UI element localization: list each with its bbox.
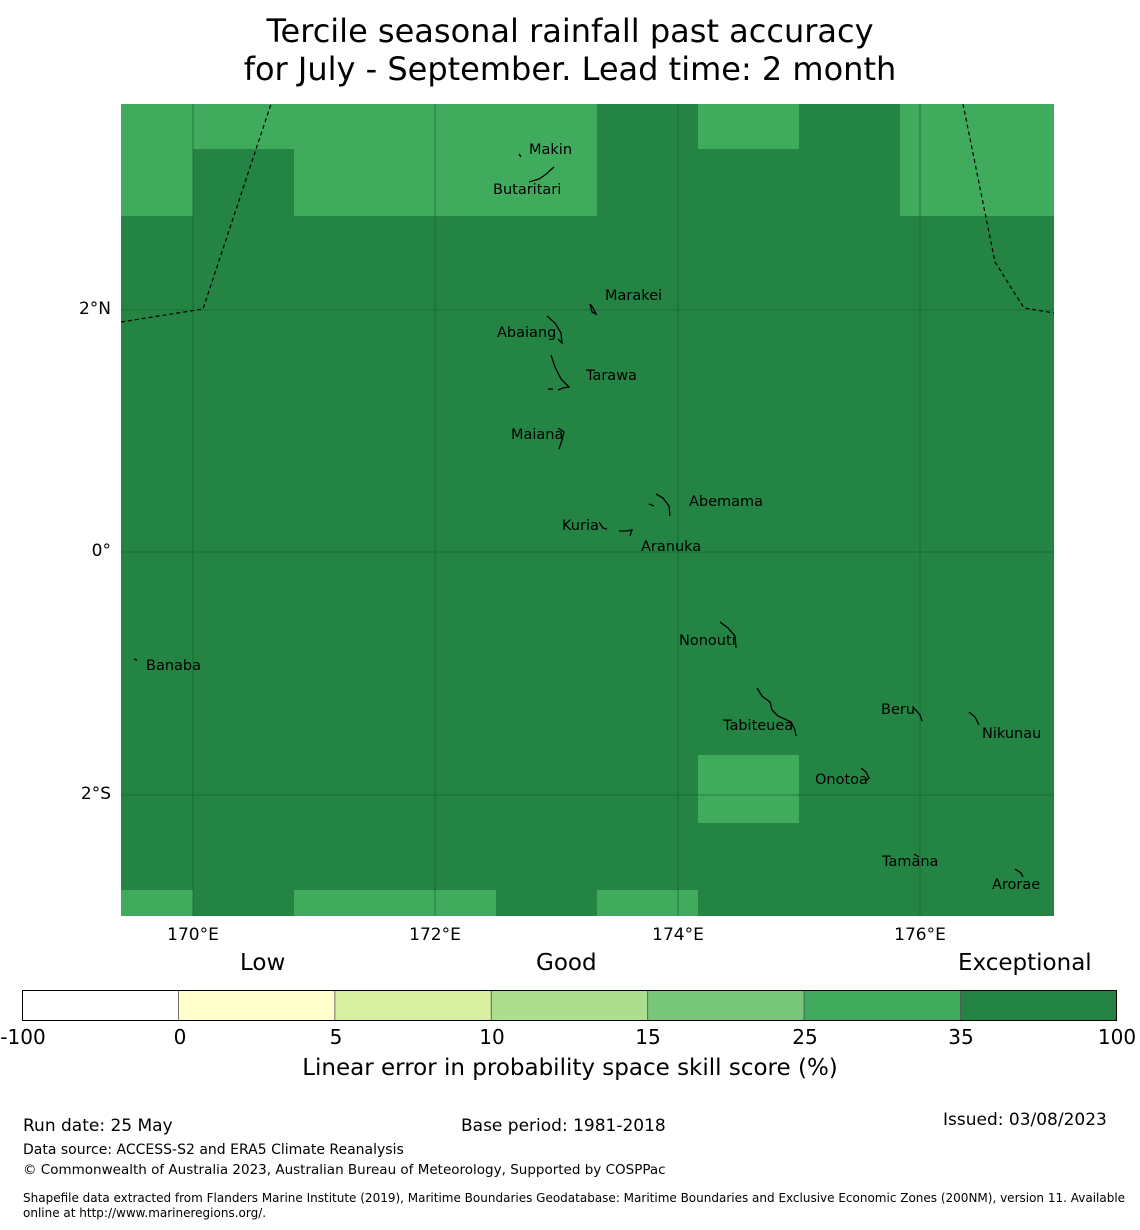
colorbar-tick: 5 [329, 1025, 343, 1049]
colorbar-category-exceptional: Exceptional [958, 950, 1092, 976]
colorbar-tick: 15 [635, 1025, 661, 1049]
skill-cell [900, 104, 1054, 216]
map-background-exceptional [121, 104, 1054, 916]
island-shape [913, 853, 920, 858]
copyright: © Commonwealth of Australia 2023, Austra… [23, 1162, 666, 1178]
colorbar [22, 990, 1117, 1021]
colorbar-category-low: Low [240, 950, 286, 976]
island-label-banaba: Banaba [146, 658, 201, 674]
island-shape [557, 427, 565, 450]
colorbar-tick: 25 [792, 1025, 818, 1049]
island-label-arorae: Arorae [992, 877, 1040, 893]
island-shape [589, 303, 598, 316]
island-label-kuria: Kuria [562, 518, 599, 534]
colorbar-segment [960, 990, 1117, 1021]
colorbar-segment [178, 990, 336, 1021]
colorbar-segment [22, 990, 179, 1021]
island-shape [546, 315, 563, 345]
skill-cell [597, 890, 698, 916]
y-tick-label: 0° [91, 541, 111, 561]
y-tick-label: 2°N [78, 299, 111, 319]
island-shape [655, 493, 671, 517]
map-title-line-1: Tercile seasonal rainfall past accuracy [266, 12, 874, 50]
colorbar-tick: 35 [948, 1025, 974, 1049]
island-label-onotoa: Onotoa [815, 772, 868, 788]
colorbar-tick: -100 [0, 1025, 46, 1049]
colorbar-border [22, 990, 1117, 1021]
island-shape [619, 529, 633, 537]
island-label-maiana: Maiana [511, 427, 563, 443]
island-label-aranuka: Aranuka [641, 539, 701, 555]
skill-cell [193, 104, 294, 149]
island-label-nonouti: Nonouti [679, 633, 736, 649]
island-shape [518, 153, 522, 158]
island-shape [528, 166, 555, 183]
map-gridlines [121, 104, 1054, 916]
island-label-marakei: Marakei [605, 288, 662, 304]
skill-cells-good [121, 104, 1054, 916]
colorbar-tick: 10 [479, 1025, 505, 1049]
island-shape [719, 621, 737, 649]
colorbar-tick: 0 [173, 1025, 187, 1049]
x-tick-label: 176°E [894, 925, 946, 945]
island-label-makin: Makin [529, 142, 572, 158]
eez-boundaries [121, 104, 1054, 323]
data-source: Data source: ACCESS-S2 and ERA5 Climate … [23, 1142, 404, 1158]
colorbar-tick: 100 [1097, 1025, 1137, 1049]
island-outlines [133, 153, 1024, 878]
colorbar-segment [490, 990, 649, 1021]
eez-boundary-east [962, 104, 1054, 314]
island-shape [648, 503, 655, 507]
island-label-tarawa: Tarawa [585, 368, 637, 384]
eez-boundary-west [121, 104, 272, 323]
skill-cell [294, 890, 496, 916]
colorbar-category-good: Good [536, 950, 597, 976]
map-title-line-2: for July - September. Lead time: 2 month [243, 50, 897, 88]
colorbar-segment [334, 990, 492, 1021]
island-label-butaritari: Butaritari [493, 182, 561, 198]
base-period: Base period: 1981-2018 [461, 1116, 666, 1136]
island-label-nikunau: Nikunau [982, 726, 1041, 742]
colorbar-segment [803, 990, 961, 1021]
skill-cell [294, 104, 597, 216]
island-shape [968, 711, 980, 726]
x-tick-label: 170°E [167, 925, 219, 945]
island-shape [913, 707, 923, 722]
x-tick-label: 174°E [652, 925, 704, 945]
island-label-tamana: Tamana [881, 854, 938, 870]
island-label-abemama: Abemama [689, 494, 763, 510]
island-shape [133, 658, 138, 661]
colorbar-segment [647, 990, 805, 1021]
y-tick-label: 2°S [80, 784, 111, 804]
island-shape [860, 767, 870, 782]
x-tick-label: 172°E [409, 925, 461, 945]
island-shape [550, 354, 571, 391]
shapefile-credit: Shapefile data extracted from Flanders M… [23, 1191, 1126, 1220]
island-label-tabiteuea: Tabiteuea [722, 718, 793, 734]
island-label-abaiang: Abaiang [497, 325, 556, 341]
skill-cell [698, 104, 799, 149]
island-shape [756, 687, 797, 737]
skill-cell [121, 104, 193, 216]
island-label-beru: Beru [881, 702, 915, 718]
island-shape [1014, 868, 1024, 878]
skill-cell [121, 890, 193, 916]
skill-cell [698, 755, 799, 823]
issued-date: Issued: 03/08/2023 [943, 1110, 1107, 1130]
colorbar-label: Linear error in probability space skill … [302, 1055, 838, 1081]
skill-score-map: Makin Butaritari Marakei Abaiang Tarawa … [121, 104, 1054, 916]
island-shape [598, 521, 608, 530]
island-labels: Makin Butaritari Marakei Abaiang Tarawa … [146, 142, 1041, 893]
run-date: Run date: 25 May [23, 1116, 173, 1136]
